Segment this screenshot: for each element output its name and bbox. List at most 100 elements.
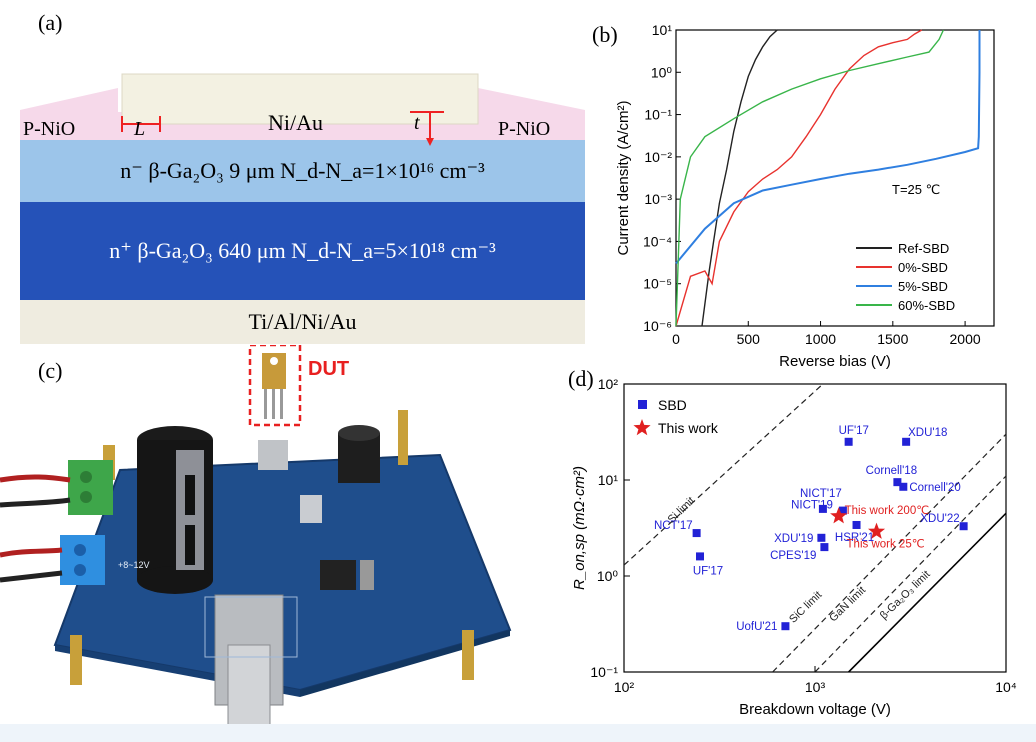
jv-chart: 10⁻⁶ 10⁻⁵ 10⁻⁴ 10⁻³ 10⁻² 10⁻¹ 10⁰ 10¹ 0 500 1000 15… xyxy=(615,24,995,370)
plot-frame xyxy=(675,29,995,327)
bottom-strip xyxy=(0,724,1036,742)
blue-terminal xyxy=(60,535,105,585)
dut-label: DUT xyxy=(308,358,350,380)
green-terminal xyxy=(68,460,113,515)
ni-au-label: Ni/Au xyxy=(268,110,323,135)
data-point-sbd xyxy=(959,522,968,531)
legend-entry-this-work: This work xyxy=(658,420,719,436)
limit-line-gan xyxy=(814,475,1006,672)
panel-c-label: (c) xyxy=(38,358,63,383)
data-label: NCT'17 xyxy=(654,520,693,532)
n-plus-layer xyxy=(20,202,585,300)
x-tick-label: 500 xyxy=(737,331,761,347)
substrate-layer xyxy=(20,300,585,344)
data-point-sbd xyxy=(781,622,790,631)
legend-entry: 5%-SBD xyxy=(898,279,948,294)
data-point-sbd xyxy=(893,478,902,487)
y-tick-label: 10¹ xyxy=(652,24,673,38)
x-tick-label: 10³ xyxy=(805,679,826,695)
n-minus-layer xyxy=(20,140,585,202)
data-label: NICT'19 xyxy=(791,500,833,512)
data-label: Cornell'18 xyxy=(866,465,917,477)
board-voltage-label: +8~12V xyxy=(118,560,150,570)
data-label: XDU'22 xyxy=(920,513,959,525)
data-point-sbd xyxy=(818,504,827,513)
data-point-sbd xyxy=(899,482,908,491)
ni-au-cap xyxy=(121,73,479,125)
limit-line-si xyxy=(624,384,824,566)
data-point-sbd xyxy=(696,552,705,561)
series-line-60%-SBD xyxy=(675,29,945,327)
temperature-annotation: T=25 ℃ xyxy=(892,182,941,197)
data-point-sbd xyxy=(817,533,826,542)
data-label: XDU'19 xyxy=(774,533,813,545)
legend-swatch-sbd xyxy=(638,400,647,409)
data-label: NICT'17 xyxy=(800,488,842,500)
data-label: UofU'21 xyxy=(736,621,777,633)
y-tick-label: 10⁰ xyxy=(597,568,619,584)
p-nio-left-shape xyxy=(20,88,118,140)
legend-entry-sbd: SBD xyxy=(658,397,687,413)
standoff xyxy=(462,630,474,680)
data-label: XDU'18 xyxy=(908,427,947,439)
data-point-this-work xyxy=(868,522,886,539)
dim-t-label: t xyxy=(414,112,420,134)
device-cross-section xyxy=(20,73,585,344)
x-axis-label: Reverse bias (V) xyxy=(779,353,891,370)
x-tick-label: 10² xyxy=(614,679,635,695)
panel-d-label: (d) xyxy=(568,366,594,391)
y-tick-label: 10² xyxy=(598,376,619,392)
x-tick-label: 0 xyxy=(672,331,680,347)
standoff xyxy=(398,410,408,465)
data-point-this-work xyxy=(830,507,848,524)
series-line-5%-SBD xyxy=(675,30,981,265)
series-line-0%-SBD xyxy=(675,29,923,327)
data-label: Cornell'20 xyxy=(909,482,960,494)
y-tick-label: 10⁻⁶ xyxy=(643,318,672,334)
legend-entry: 0%-SBD xyxy=(898,260,948,275)
x-tick-label: 2000 xyxy=(950,331,981,347)
data-point-sbd xyxy=(692,529,701,538)
plot-frame xyxy=(623,383,1007,673)
transistor xyxy=(320,560,356,590)
y-tick-label: 10⁻¹ xyxy=(644,107,672,123)
p-nio-right-shape xyxy=(478,88,585,140)
dim-L-label: L xyxy=(134,118,146,140)
legend-entry: 60%-SBD xyxy=(898,298,955,313)
y-tick-label: 10⁰ xyxy=(651,64,673,80)
dut-callout-box xyxy=(248,345,302,427)
y-tick-label: 10¹ xyxy=(598,472,619,488)
y-tick-label: 10⁻⁴ xyxy=(643,233,672,249)
y-tick-label: 10⁻⁵ xyxy=(643,276,672,292)
x-tick-label: 1000 xyxy=(805,331,836,347)
data-point-sbd xyxy=(820,543,829,552)
power-chip xyxy=(300,495,322,523)
legend-entry: Ref-SBD xyxy=(898,241,949,256)
data-label: UF'17 xyxy=(839,425,869,437)
data-label: This work 200℃ xyxy=(845,505,930,517)
y-axis-label: R_on,sp (mΩ·cm²) xyxy=(571,466,588,590)
n-minus-label: n⁻ β-Ga₂O₃ 9 μm N_d-N_a=1×10¹⁶ cm⁻³ xyxy=(120,158,485,183)
data-point-sbd xyxy=(838,506,847,515)
ti-al-label: Ti/Al/Ni/Au xyxy=(248,309,357,334)
y-tick-label: 10⁻¹ xyxy=(590,664,618,680)
data-point-sbd xyxy=(902,437,911,446)
limit-line-ga2o3 xyxy=(848,512,1006,672)
p-nio-left-label: P-NiO xyxy=(23,118,76,140)
panel-b-label: (b) xyxy=(592,22,618,47)
y-axis-label: Current density (A/cm²) xyxy=(615,100,632,255)
p-nio-right-label: P-NiO xyxy=(498,118,551,140)
x-axis-label: Breakdown voltage (V) xyxy=(739,701,891,718)
data-label: UF'17 xyxy=(693,565,723,577)
test-board-photo xyxy=(0,345,512,725)
data-label: CPES'19 xyxy=(770,550,816,562)
standoff xyxy=(70,635,82,685)
data-label: HSR'21 xyxy=(835,532,874,544)
data-point-sbd xyxy=(844,437,853,446)
limit-line-sic xyxy=(772,433,1006,672)
inductor xyxy=(338,433,380,483)
dut-socket xyxy=(258,440,288,470)
panel-a-label: (a) xyxy=(38,10,63,35)
x-tick-label: 10⁴ xyxy=(995,679,1017,695)
